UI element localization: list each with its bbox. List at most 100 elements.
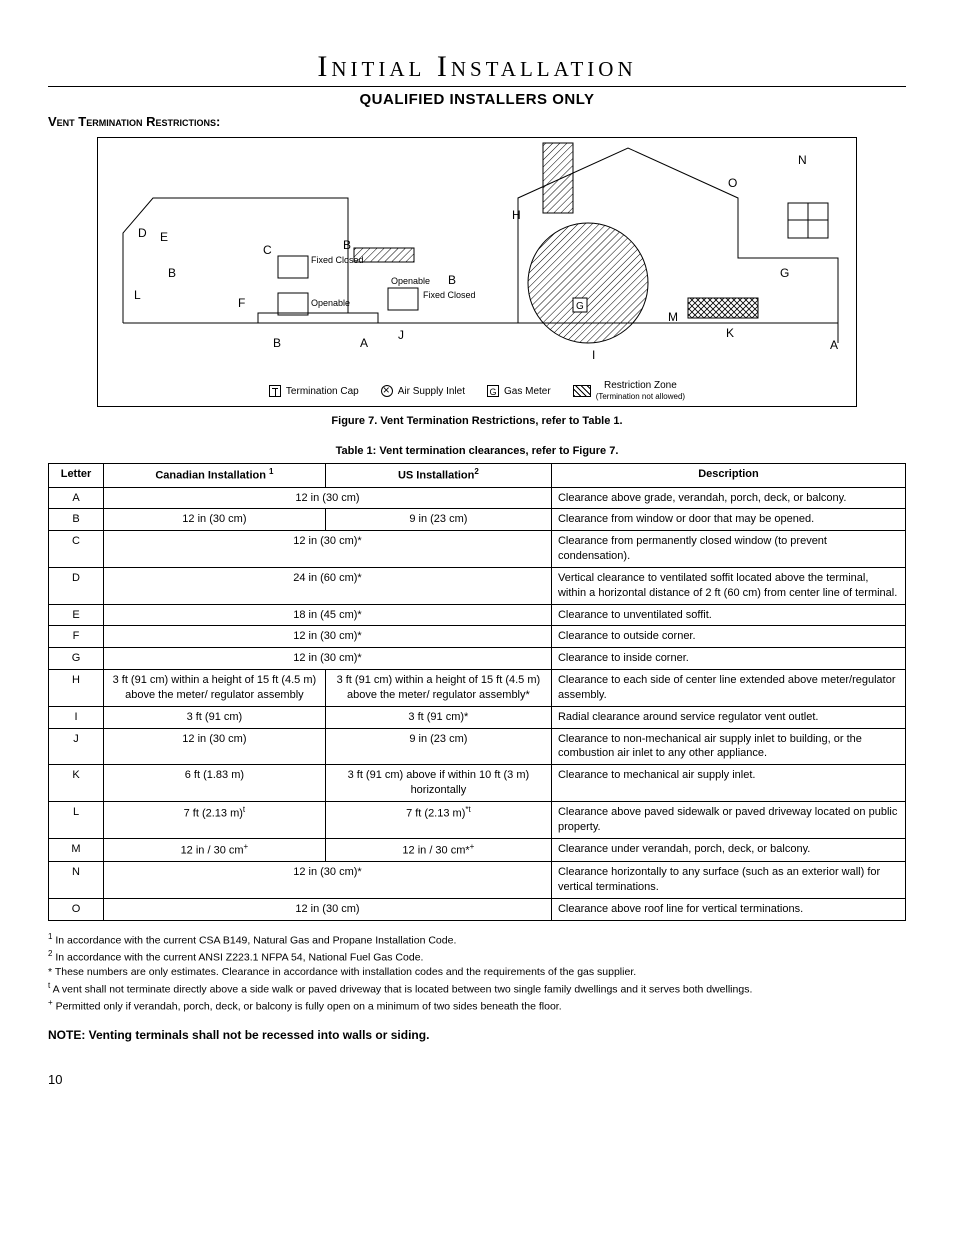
footnote-t: A vent shall not terminate directly abov… bbox=[53, 983, 753, 995]
diagram-label-M: M bbox=[668, 310, 678, 324]
diagram-label-A1: A bbox=[360, 336, 368, 350]
cell-us: 12 in / 30 cm*+ bbox=[325, 838, 551, 862]
cell-description: Clearance above grade, verandah, porch, … bbox=[551, 487, 905, 509]
table-row: A12 in (30 cm)Clearance above grade, ver… bbox=[49, 487, 906, 509]
cell-description: Clearance to unventilated soffit. bbox=[551, 604, 905, 626]
diagram-label-L: L bbox=[134, 288, 141, 302]
diagram-label-G: G bbox=[780, 266, 789, 280]
cell-canadian: 6 ft (1.83 m) bbox=[104, 765, 326, 802]
cell-description: Clearance above paved sidewalk or paved … bbox=[551, 802, 905, 839]
svg-text:G: G bbox=[576, 301, 584, 312]
cell-description: Clearance from permanently closed window… bbox=[551, 531, 905, 568]
diagram-label-C: C bbox=[263, 243, 272, 257]
legend-restriction-sub: (Termination not allowed) bbox=[596, 392, 685, 401]
table-row: E18 in (45 cm)*Clearance to unventilated… bbox=[49, 604, 906, 626]
label-fixed-closed-2: Fixed Closed bbox=[423, 291, 476, 300]
cell-value: 12 in (30 cm)* bbox=[104, 531, 552, 568]
table-row: G12 in (30 cm)*Clearance to inside corne… bbox=[49, 648, 906, 670]
cell-description: Clearance above roof line for vertical t… bbox=[551, 898, 905, 920]
cell-description: Vertical clearance to ventilated soffit … bbox=[551, 567, 905, 604]
cell-letter: M bbox=[49, 838, 104, 862]
diagram-label-K: K bbox=[726, 326, 734, 340]
table-row: L7 ft (2.13 m)t7 ft (2.13 m)*tClearance … bbox=[49, 802, 906, 839]
cell-value: 18 in (45 cm)* bbox=[104, 604, 552, 626]
cell-letter: L bbox=[49, 802, 104, 839]
diagram-label-B4: B bbox=[448, 273, 456, 287]
diagram-label-A2: A bbox=[830, 338, 838, 352]
legend-gas: Gas Meter bbox=[504, 386, 551, 397]
cell-letter: H bbox=[49, 670, 104, 707]
cell-letter: D bbox=[49, 567, 104, 604]
cell-us: 3 ft (91 cm) above if within 10 ft (3 m)… bbox=[325, 765, 551, 802]
cell-letter: B bbox=[49, 509, 104, 531]
table-row: J12 in (30 cm)9 in (23 cm)Clearance to n… bbox=[49, 728, 906, 765]
table-row: M12 in / 30 cm+12 in / 30 cm*+Clearance … bbox=[49, 838, 906, 862]
page-title: Initial Installation bbox=[48, 50, 906, 84]
label-fixed-closed-1: Fixed Closed bbox=[311, 256, 364, 265]
cell-us: 9 in (23 cm) bbox=[325, 728, 551, 765]
cell-letter: J bbox=[49, 728, 104, 765]
diagram-label-H: H bbox=[512, 208, 521, 222]
title-rule bbox=[48, 86, 906, 87]
th-letter: Letter bbox=[49, 464, 104, 488]
cell-letter: C bbox=[49, 531, 104, 568]
cell-letter: N bbox=[49, 862, 104, 899]
cell-letter: O bbox=[49, 898, 104, 920]
footnote-1: In accordance with the current CSA B149,… bbox=[55, 934, 456, 946]
cell-description: Clearance to each side of center line ex… bbox=[551, 670, 905, 707]
diagram-label-E: E bbox=[160, 230, 168, 244]
diagram-label-I: I bbox=[592, 348, 595, 362]
diagram-label-J: J bbox=[398, 328, 404, 342]
cell-value: 12 in (30 cm)* bbox=[104, 862, 552, 899]
cell-canadian: 3 ft (91 cm) within a height of 15 ft (4… bbox=[104, 670, 326, 707]
table-header-row: Letter Canadian Installation 1 US Instal… bbox=[49, 464, 906, 488]
footnote-plus: Permitted only if verandah, porch, deck,… bbox=[56, 1000, 562, 1012]
cell-description: Clearance from window or door that may b… bbox=[551, 509, 905, 531]
cell-description: Clearance to inside corner. bbox=[551, 648, 905, 670]
page-number: 10 bbox=[48, 1072, 906, 1087]
cell-letter: I bbox=[49, 706, 104, 728]
cell-canadian: 12 in (30 cm) bbox=[104, 728, 326, 765]
cell-canadian: 12 in / 30 cm+ bbox=[104, 838, 326, 862]
cell-description: Radial clearance around service regulato… bbox=[551, 706, 905, 728]
cell-letter: E bbox=[49, 604, 104, 626]
diagram-label-O: O bbox=[728, 176, 737, 190]
section-heading: Vent Termination Restrictions: bbox=[48, 114, 906, 129]
cell-us: 3 ft (91 cm)* bbox=[325, 706, 551, 728]
th-description: Description bbox=[551, 464, 905, 488]
table-row: H3 ft (91 cm) within a height of 15 ft (… bbox=[49, 670, 906, 707]
diagram-label-B1: B bbox=[168, 266, 176, 280]
cell-value: 12 in (30 cm)* bbox=[104, 648, 552, 670]
th-us: US Installation2 bbox=[325, 464, 551, 488]
table-row: I3 ft (91 cm)3 ft (91 cm)*Radial clearan… bbox=[49, 706, 906, 728]
legend-termcap: Termination Cap bbox=[286, 386, 359, 397]
table-row: K6 ft (1.83 m)3 ft (91 cm) above if with… bbox=[49, 765, 906, 802]
restriction-icon bbox=[573, 385, 591, 397]
clearance-table: Letter Canadian Installation 1 US Instal… bbox=[48, 463, 906, 921]
vent-diagram: G D E L B C B F B A J B H I M K G N O A … bbox=[97, 137, 857, 407]
footnotes: 1 In accordance with the current CSA B14… bbox=[48, 931, 906, 1014]
footnote-2: In accordance with the current ANSI Z223… bbox=[55, 951, 423, 963]
gas-meter-icon: G bbox=[487, 385, 499, 397]
termination-cap-icon bbox=[269, 385, 281, 397]
th-canadian: Canadian Installation 1 bbox=[104, 464, 326, 488]
note-text: NOTE: Venting terminals shall not be rec… bbox=[48, 1028, 906, 1042]
cell-value: 24 in (60 cm)* bbox=[104, 567, 552, 604]
page-subtitle: QUALIFIED INSTALLERS ONLY bbox=[48, 91, 906, 108]
cell-letter: K bbox=[49, 765, 104, 802]
cell-us: 9 in (23 cm) bbox=[325, 509, 551, 531]
cell-value: 12 in (30 cm)* bbox=[104, 626, 552, 648]
cell-description: Clearance under verandah, porch, deck, o… bbox=[551, 838, 905, 862]
legend-restriction: Restriction Zone bbox=[604, 380, 677, 391]
cell-canadian: 12 in (30 cm) bbox=[104, 509, 326, 531]
footnote-star: These numbers are only estimates. Cleara… bbox=[55, 966, 636, 978]
table-row: D24 in (60 cm)*Vertical clearance to ven… bbox=[49, 567, 906, 604]
figure-caption: Figure 7. Vent Termination Restrictions,… bbox=[48, 415, 906, 427]
table-body: A12 in (30 cm)Clearance above grade, ver… bbox=[49, 487, 906, 920]
table-row: B12 in (30 cm)9 in (23 cm)Clearance from… bbox=[49, 509, 906, 531]
legend-air: Air Supply Inlet bbox=[398, 386, 465, 397]
diagram-label-D: D bbox=[138, 226, 147, 240]
cell-value: 12 in (30 cm) bbox=[104, 487, 552, 509]
figure-7: G D E L B C B F B A J B H I M K G N O A … bbox=[48, 137, 906, 407]
cell-letter: G bbox=[49, 648, 104, 670]
